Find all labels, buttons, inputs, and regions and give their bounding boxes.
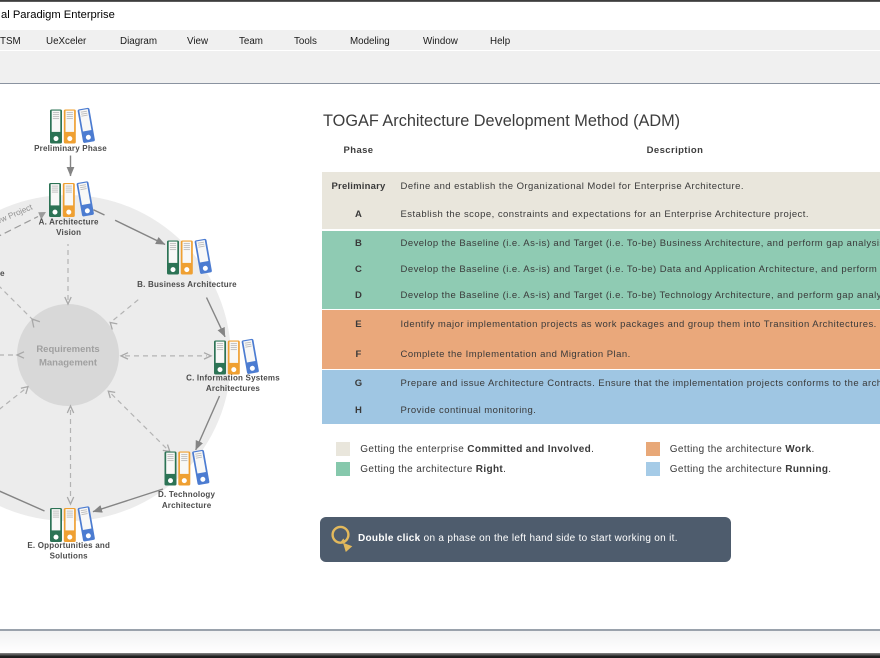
svg-text:e: e <box>0 269 5 278</box>
svg-text:D. Technology: D. Technology <box>158 490 215 499</box>
svg-text:Solutions: Solutions <box>50 552 89 561</box>
svg-text:A. Architecture: A. Architecture <box>39 218 99 227</box>
svg-text:Architecture: Architecture <box>162 501 212 510</box>
svg-text:Management: Management <box>39 358 98 369</box>
svg-text:Requirements: Requirements <box>36 344 99 355</box>
svg-text:B. Business Architecture: B. Business Architecture <box>137 280 237 289</box>
svg-text:E. Opportunities and: E. Opportunities and <box>27 541 110 550</box>
svg-text:Vision: Vision <box>56 228 81 237</box>
svg-text:Preliminary Phase: Preliminary Phase <box>34 144 107 153</box>
svg-text:Architectures: Architectures <box>206 384 261 393</box>
svg-text:C. Information Systems: C. Information Systems <box>186 374 280 383</box>
